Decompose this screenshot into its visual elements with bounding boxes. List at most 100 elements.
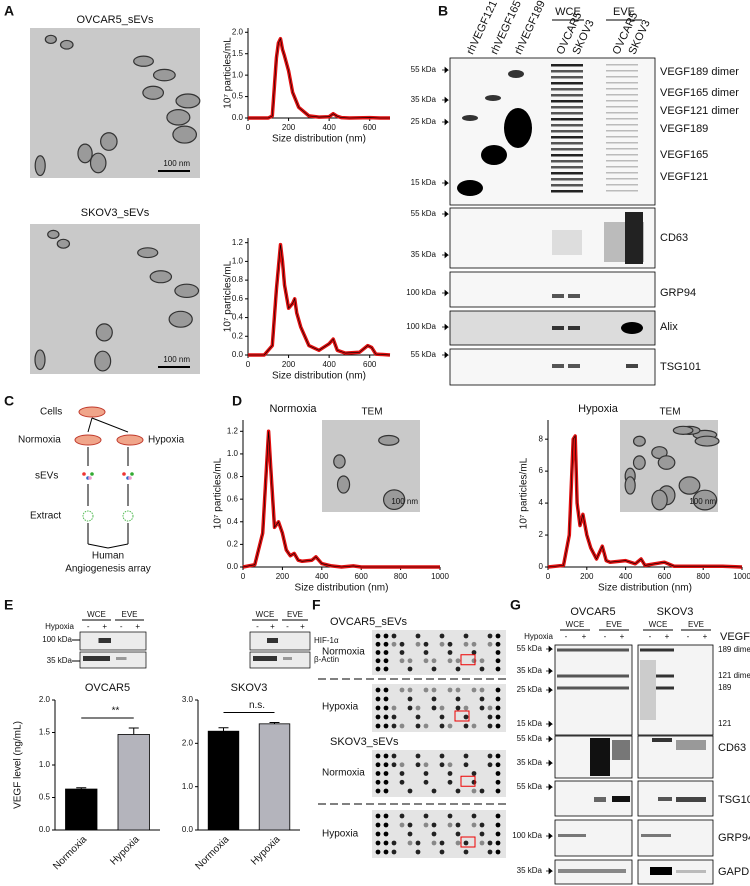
vesicle xyxy=(137,247,159,259)
blot xyxy=(79,631,147,651)
array-spot xyxy=(495,840,501,846)
x-axis-label: Size distribution (nm) xyxy=(295,583,389,594)
array-spot xyxy=(463,641,469,647)
array-spot xyxy=(423,641,429,647)
marker-label: 35 kDa xyxy=(411,250,437,259)
array-spot xyxy=(415,705,421,711)
y-tick-label: 8 xyxy=(539,434,544,443)
sign: + xyxy=(135,622,140,631)
array-spot xyxy=(391,849,397,855)
vesicle xyxy=(172,125,198,144)
marker-label: 25 kDa xyxy=(517,685,543,694)
decor xyxy=(551,148,583,151)
decor xyxy=(551,136,583,139)
vesicle xyxy=(166,109,191,126)
array-spot xyxy=(383,714,389,720)
y-tick-label: 0.0 xyxy=(232,350,244,359)
decor xyxy=(568,294,580,298)
array-spot xyxy=(391,705,397,711)
vesicle xyxy=(175,93,201,109)
decor xyxy=(606,124,638,126)
error-bar xyxy=(76,787,87,790)
y-tick-label: 0 xyxy=(539,562,544,571)
band-label: GRP94 xyxy=(718,832,750,844)
flow-step: Human xyxy=(92,551,124,562)
band-label: VEGF165 dimer xyxy=(660,87,739,99)
y-tick-label: 0.6 xyxy=(227,494,239,503)
decor xyxy=(626,364,638,368)
group-label: WCE xyxy=(566,620,585,629)
significance: n.s. xyxy=(249,700,265,711)
array-spot xyxy=(423,650,429,655)
array-spot xyxy=(487,753,493,759)
flow-step: sEVs xyxy=(35,471,58,482)
decor xyxy=(606,130,638,132)
vesicle xyxy=(44,34,57,45)
panel-label: C xyxy=(4,393,14,409)
decor xyxy=(650,867,672,875)
x-tick-label: 200 xyxy=(282,360,296,369)
array-spot xyxy=(431,822,437,828)
decor xyxy=(606,190,638,192)
panel-label: F xyxy=(312,597,321,613)
vesicle-dot xyxy=(122,472,126,476)
x-tick-label: 600 xyxy=(363,360,377,369)
array-spot xyxy=(495,762,501,768)
y-axis-label: 10⁷ particles/mL xyxy=(213,457,224,529)
band-label: VEGF121 xyxy=(660,171,708,183)
marker-label: 55 kDa xyxy=(517,734,543,743)
vesicle-dot xyxy=(128,476,132,480)
array-spot xyxy=(463,762,469,768)
band-label: TSG101 xyxy=(660,361,701,373)
array-spot xyxy=(495,771,501,776)
array-spot xyxy=(383,633,389,639)
array-spot xyxy=(423,723,429,729)
array-spot xyxy=(383,705,389,711)
band-label: VEGF165 xyxy=(660,149,708,161)
array-spot xyxy=(407,705,413,711)
array-spot xyxy=(399,771,405,776)
y-axis-label: 10⁷ particles/mL xyxy=(223,37,234,109)
y-tick-label: 4 xyxy=(539,498,544,507)
blot xyxy=(249,631,311,651)
y-tick-label: 0.5 xyxy=(39,793,51,802)
array-spot xyxy=(375,666,381,672)
array-spot xyxy=(495,650,501,655)
sign: + xyxy=(703,632,708,641)
array-spot xyxy=(375,840,381,846)
array-spot xyxy=(471,779,477,785)
size-distribution-line xyxy=(248,37,390,119)
vesicle xyxy=(94,350,112,372)
vesicle xyxy=(77,143,93,164)
array-spot xyxy=(495,696,501,702)
y-tick-label: 0.0 xyxy=(39,825,51,834)
group-label: EVE xyxy=(287,610,303,619)
array-spot xyxy=(479,831,485,837)
flow-step: Normoxia xyxy=(18,435,61,446)
sign: + xyxy=(300,622,305,631)
y-tick-label: 0.6 xyxy=(232,294,244,303)
array-spot xyxy=(447,687,453,693)
array-spot xyxy=(415,762,421,768)
array-spot xyxy=(375,723,381,729)
decor xyxy=(606,172,638,174)
arrow xyxy=(442,210,450,218)
vesicle xyxy=(651,489,668,511)
y-tick-label: 1.0 xyxy=(227,449,239,458)
decor-line xyxy=(107,543,129,549)
panel-label: D xyxy=(232,393,242,409)
band-label: 189 xyxy=(718,683,732,692)
arrow xyxy=(546,832,554,840)
array-spot xyxy=(391,753,397,759)
protein-label: VEGF xyxy=(720,631,750,643)
size-distribution-line xyxy=(248,244,391,356)
row-label: Hypoxia xyxy=(322,702,359,713)
decor xyxy=(625,212,643,264)
array-spot xyxy=(375,658,381,664)
decor xyxy=(551,112,583,115)
array-spot xyxy=(455,687,461,693)
array-spot xyxy=(407,840,413,846)
y-tick-label: 2.0 xyxy=(182,738,194,747)
decor xyxy=(552,326,564,330)
arrow xyxy=(442,289,450,297)
